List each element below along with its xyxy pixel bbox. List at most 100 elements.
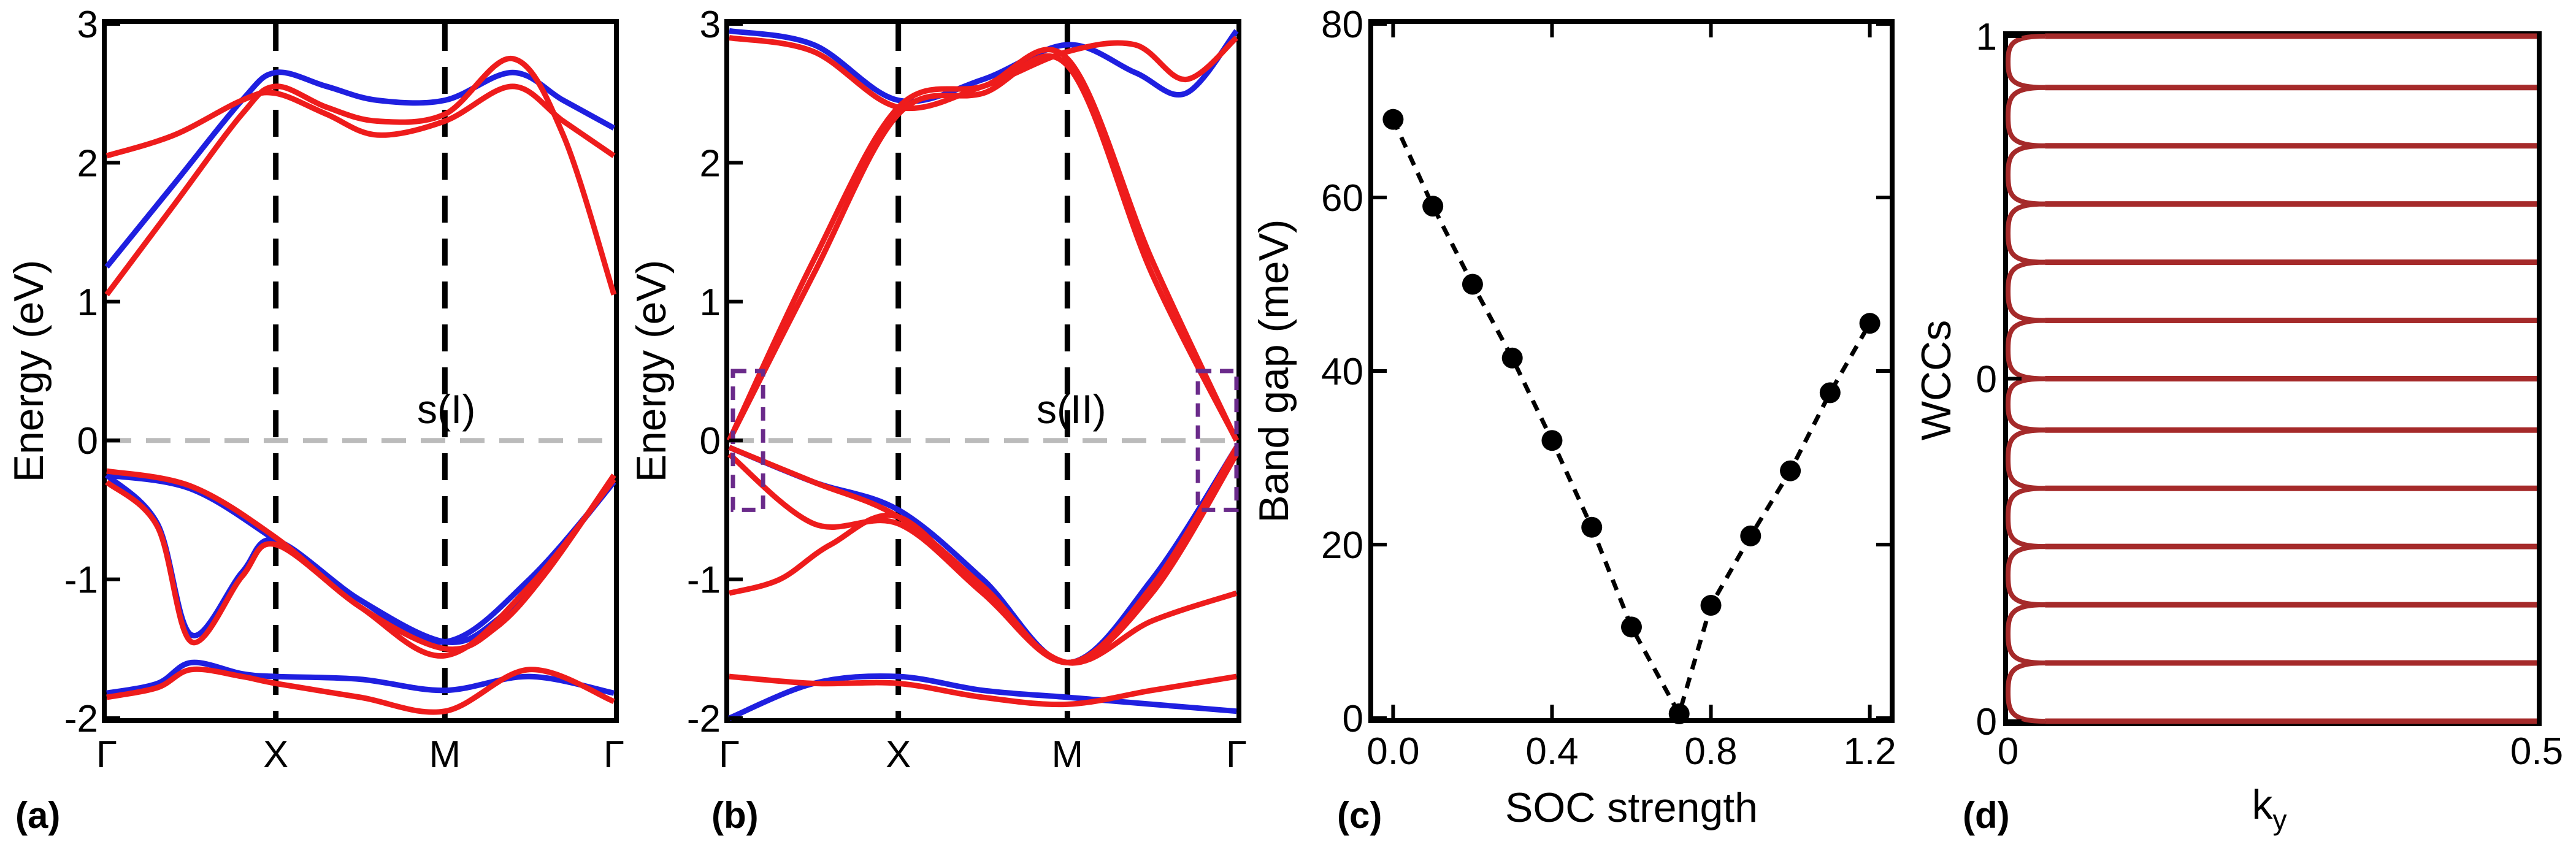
b-kpoint-label-2: M: [1052, 733, 1084, 776]
b-band-red-5: [729, 673, 1237, 708]
c-point-9: [1740, 525, 1761, 546]
b-band-red-3: [727, 452, 1239, 665]
c-point-0: [1382, 109, 1404, 130]
c-xtick-label-2: 0.8: [1684, 730, 1737, 773]
d-wcc-arc-11: [2005, 34, 2045, 90]
c-point-4: [1541, 430, 1563, 451]
a-ytick-label-5: 3: [77, 4, 98, 46]
a-ytick-label-2: 0: [77, 420, 98, 462]
c-point-3: [1501, 347, 1523, 369]
b-ytick-label-3: 1: [700, 281, 721, 324]
panel-a-bands: [104, 56, 617, 715]
panel-b-ylabel: Energy (eV): [628, 260, 675, 483]
a-band-red-3: [105, 477, 616, 659]
c-xtick-label-3: 1.2: [1844, 730, 1896, 773]
panel-b-frame: [724, 19, 1241, 723]
c-ytick-label-0: 0: [1343, 698, 1363, 740]
b-band-red-1: [726, 53, 1240, 442]
b-ytick-label-5: 3: [700, 4, 721, 46]
a-band-red-4: [106, 666, 615, 715]
a-ytick-label-4: 2: [77, 142, 98, 185]
c-point-12: [1859, 313, 1880, 334]
b-band-red-4: [728, 512, 1238, 666]
b-kpoint-label-3: Γ: [1226, 733, 1247, 776]
d-wcc-arc-4: [2005, 427, 2045, 491]
c-point-5: [1581, 516, 1603, 538]
panel-d-label: (d): [1963, 795, 2010, 836]
a-band-red-0: [105, 83, 616, 159]
panel-d-xlabel-sub: y: [2273, 804, 2287, 836]
panel-a-ylabel: Energy (eV): [6, 260, 52, 483]
panel-d-x-ticks: 0 0.5: [1998, 730, 2563, 773]
c-point-11: [1819, 382, 1841, 404]
a-ytick-label-3: 1: [77, 281, 98, 324]
panel-a-band-structure: -2 -1 0 1 2 3 Γ X M Γ s(I) Energy (eV) (a): [6, 4, 624, 836]
a-ytick-label-1: -1: [64, 559, 98, 602]
d-wcc-arc-10: [2005, 85, 2045, 148]
panel-c-points: [1382, 109, 1880, 724]
b-band-red-0: [726, 47, 1240, 442]
panel-b-annotation: s(II): [1037, 386, 1106, 432]
a-kpoint-label-1: X: [263, 733, 288, 776]
panel-d-wcc-curves: [2005, 33, 2537, 724]
d-xtick-label-1: 0.5: [2510, 730, 2563, 773]
c-ytick-label-3: 60: [1321, 177, 1363, 220]
a-band-blue-3: [106, 659, 615, 696]
panel-c-x-ticks: 0.0 0.4 0.8 1.2: [1367, 24, 1896, 773]
c-point-1: [1422, 196, 1444, 217]
b-band-red-6: [729, 35, 1239, 112]
panel-c-y-ticks: 0 20 40 60 80: [1321, 4, 1890, 740]
b-kpoint-label-0: Γ: [719, 733, 740, 776]
panel-a-label: (a): [15, 795, 60, 836]
d-wcc-arc-7: [2005, 259, 2045, 323]
b-ytick-label-0: -2: [687, 698, 721, 740]
d-wcc-arc-3: [2005, 486, 2045, 549]
b-kpoint-label-1: X: [886, 733, 911, 776]
panel-c-band-gap-vs-soc: 0 20 40 60 80 0.0 0.4 0.8 1.2 SOC strength Band…: [1251, 4, 1896, 836]
panel-d-xlabel: ky: [2252, 781, 2287, 836]
d-wcc-arc-6: [2005, 318, 2045, 381]
panel-a-frame: [102, 19, 619, 723]
panel-a-annotation: s(I): [417, 386, 475, 432]
b-ytick-label-4: 2: [700, 142, 721, 185]
c-ytick-label-2: 40: [1321, 351, 1363, 393]
panel-c-xlabel: SOC strength: [1505, 784, 1758, 831]
a-band-red-1: [104, 56, 617, 297]
panel-c-ylabel: Band gap (meV): [1251, 219, 1297, 523]
panel-d-ylabel: WCCs: [1913, 320, 1960, 440]
c-point-8: [1700, 595, 1722, 616]
d-wcc-arc-8: [2005, 201, 2045, 265]
panel-c-frame: [1368, 19, 1895, 723]
c-xtick-label-0: 0.0: [1367, 730, 1419, 773]
a-kpoint-label-2: M: [429, 733, 461, 776]
c-point-7: [1668, 703, 1690, 724]
b-ytick-label-1: -1: [687, 559, 721, 602]
c-xtick-label-1: 0.4: [1525, 730, 1578, 773]
c-point-2: [1462, 274, 1483, 295]
d-wcc-arc-2: [2005, 544, 2045, 608]
c-point-10: [1780, 460, 1801, 481]
panel-b-band-structure: -2 -1 0 1 2 3 Γ X M Γ s(II) Energy (eV) (b): [628, 4, 1247, 836]
d-ytick-label-0: 0: [1976, 701, 1997, 743]
panel-b-bands: [726, 28, 1240, 721]
a-band-red-2: [106, 468, 616, 653]
b-band-red-2: [728, 445, 1239, 665]
c-ytick-label-1: 20: [1321, 524, 1363, 567]
panel-d-y-ticks: 0 0 1: [1976, 16, 2022, 743]
d-ytick-label-2: 1: [1976, 16, 1997, 58]
panel-b-y-ticks: -2 -1 0 1 2 3: [687, 4, 743, 740]
d-ytick-label-1: 0: [1976, 359, 1997, 401]
panel-b-label: (b): [711, 795, 759, 836]
panel-d-wcc-evolution: 001 0 0.5 ky WCCs (d): [1913, 16, 2563, 836]
d-xtick-label-0: 0: [1998, 730, 2018, 773]
d-wcc-arc-1: [2005, 602, 2045, 666]
panel-d-xlabel-main: k: [2252, 781, 2274, 828]
d-wcc-arc-0: [2005, 660, 2045, 724]
d-wcc-arc-9: [2005, 143, 2045, 207]
a-kpoint-label-0: Γ: [96, 733, 117, 776]
c-point-6: [1621, 616, 1642, 638]
panel-a-kpoint-lines: [273, 24, 448, 718]
